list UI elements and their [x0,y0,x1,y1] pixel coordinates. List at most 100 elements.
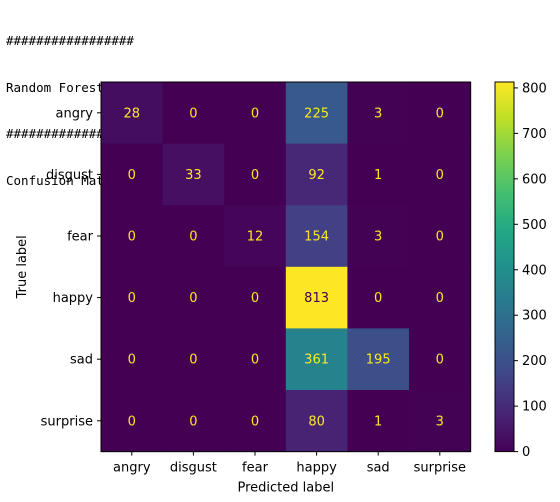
cell-value-label: 1 [374,414,382,429]
heatmap-cell [285,82,348,145]
heatmap-cell [101,390,164,453]
cell-value-label: 33 [185,168,202,183]
cell-value-label: 0 [128,291,136,306]
heatmap-cell [409,82,472,145]
cell-value-label: 0 [189,353,197,368]
colorbar-ticks: 0 100 200 300 400 500 600 700 800 [514,81,547,460]
heatmap-cells [101,82,472,453]
x-tick-label: angry [113,461,151,476]
cell-value-label: 80 [308,414,325,429]
y-tick-label: angry [56,106,94,121]
x-axis-ticks: angry disgust fear happy sad surprise [113,451,466,476]
colorbar [494,81,515,453]
cell-value-label: 225 [304,106,329,121]
cell-value-label: 0 [251,106,259,121]
cell-value-label: 0 [251,414,259,429]
heatmap-cell [162,205,225,268]
heatmap-cell [347,328,410,391]
heatmap-cell [224,266,287,329]
x-tick-label: happy [296,461,337,476]
plot-frame [100,81,472,453]
cell-value-label: 0 [436,230,444,245]
cell-value-label: 3 [436,414,444,429]
cell-value-label: 0 [189,106,197,121]
heatmap-cell [347,266,410,329]
cell-value-label: 0 [128,414,136,429]
cell-value-label: 0 [128,353,136,368]
cell-value-label: 0 [189,291,197,306]
colorbar-tick-label: 0 [522,445,530,460]
cell-value-label: 12 [247,230,264,245]
x-tick-label: fear [242,461,269,476]
cell-value-label: 0 [251,291,259,306]
colorbar-tick-label: 200 [522,354,547,369]
heatmap-cell [285,143,348,206]
y-tick-label: fear [67,230,94,245]
heatmap-cell [347,205,410,268]
colorbar-tick-label: 800 [522,81,547,96]
cell-value-label: 195 [366,353,391,368]
heatmap-cell [162,143,225,206]
heatmap-cell [224,390,287,453]
heatmap-cell [162,390,225,453]
cell-value-label: 0 [436,168,444,183]
colorbar-tick-label: 500 [522,218,547,233]
heatmap-cell [162,266,225,329]
console-line: ################# [6,33,134,48]
heatmap-cell [162,82,225,145]
heatmap-cell [101,328,164,391]
cell-value-label: 813 [304,291,329,306]
cell-value-label: 0 [189,230,197,245]
y-tick-label: surprise [41,414,93,429]
cell-value-label: 0 [128,168,136,183]
heatmap-cell [224,143,287,206]
cell-value-label: 0 [436,106,444,121]
heatmap-cell-labels: 28 0 0 225 3 0 0 33 0 92 1 0 0 0 12 154 3 0 0 0 0 813 0 0 0 0 0 361… [124,106,444,429]
cell-value-label: 0 [436,291,444,306]
colorbar-tick-label: 600 [522,172,547,187]
heatmap-cell [224,82,287,145]
cell-value-label: 92 [308,168,325,183]
heatmap-cell [285,205,348,268]
heatmap-cell [347,82,410,145]
x-tick-label: surprise [414,461,466,476]
heatmap-cell [285,390,348,453]
cell-value-label: 0 [374,291,382,306]
x-tick-label: disgust [170,461,217,476]
heatmap-cell [101,266,164,329]
heatmap-cell [409,143,472,206]
x-tick-label: sad [367,461,390,476]
y-tick-label: happy [53,291,94,306]
heatmap-cell [162,328,225,391]
cell-value-label: 0 [128,230,136,245]
y-axis-ticks: angry disgust fear happy sad surprise [41,106,101,429]
heatmap-cell [285,266,348,329]
heatmap-cell [224,328,287,391]
y-tick-label: disgust [46,168,93,183]
cell-value-label: 1 [374,168,382,183]
y-axis-label: True label [15,235,30,299]
heatmap-cell [224,205,287,268]
y-tick-label: sad [70,353,93,368]
cell-value-label: 0 [251,168,259,183]
heatmap-cell [409,328,472,391]
cell-value-label: 361 [304,353,329,368]
colorbar-tick-label: 700 [522,127,547,142]
heatmap-cell [101,82,164,145]
cell-value-label: 3 [374,230,382,245]
colorbar-tick-label: 100 [522,400,547,415]
heatmap-cell [347,390,410,453]
heatmap-cell [409,266,472,329]
heatmap-cell [285,328,348,391]
cell-value-label: 0 [189,414,197,429]
cell-value-label: 0 [251,353,259,368]
heatmap-cell [409,205,472,268]
cell-value-label: 28 [124,106,141,121]
cell-value-label: 3 [374,106,382,121]
heatmap-cell [101,143,164,206]
heatmap-cell [101,205,164,268]
heatmap-cell [347,143,410,206]
colorbar-tick-label: 300 [522,309,547,324]
cell-value-label: 0 [436,353,444,368]
x-axis-label: Predicted label [237,481,334,496]
